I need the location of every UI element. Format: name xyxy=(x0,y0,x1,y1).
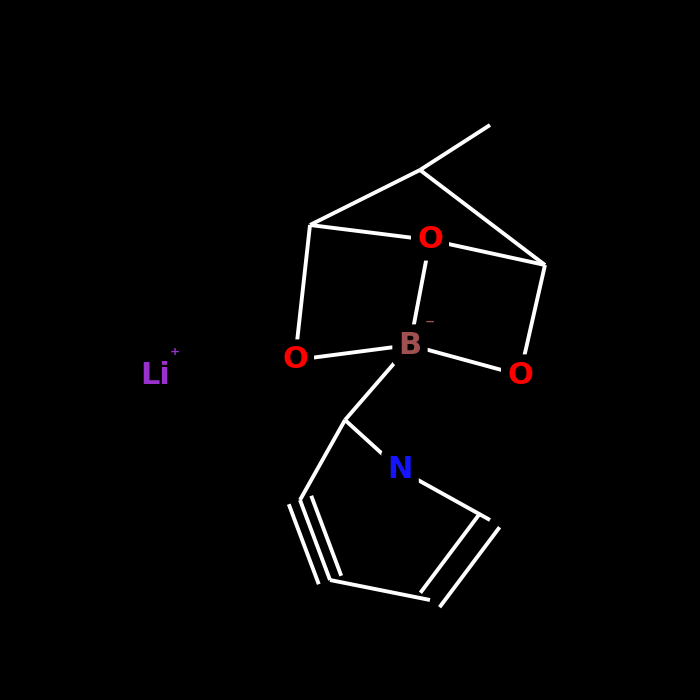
Text: N: N xyxy=(387,456,413,484)
Text: O: O xyxy=(282,346,308,375)
Text: O: O xyxy=(417,225,443,255)
Text: B: B xyxy=(398,330,421,360)
Text: Li: Li xyxy=(140,360,170,389)
Text: ⁺: ⁺ xyxy=(169,346,180,365)
Text: ⁻: ⁻ xyxy=(425,316,435,335)
Text: O: O xyxy=(507,360,533,389)
